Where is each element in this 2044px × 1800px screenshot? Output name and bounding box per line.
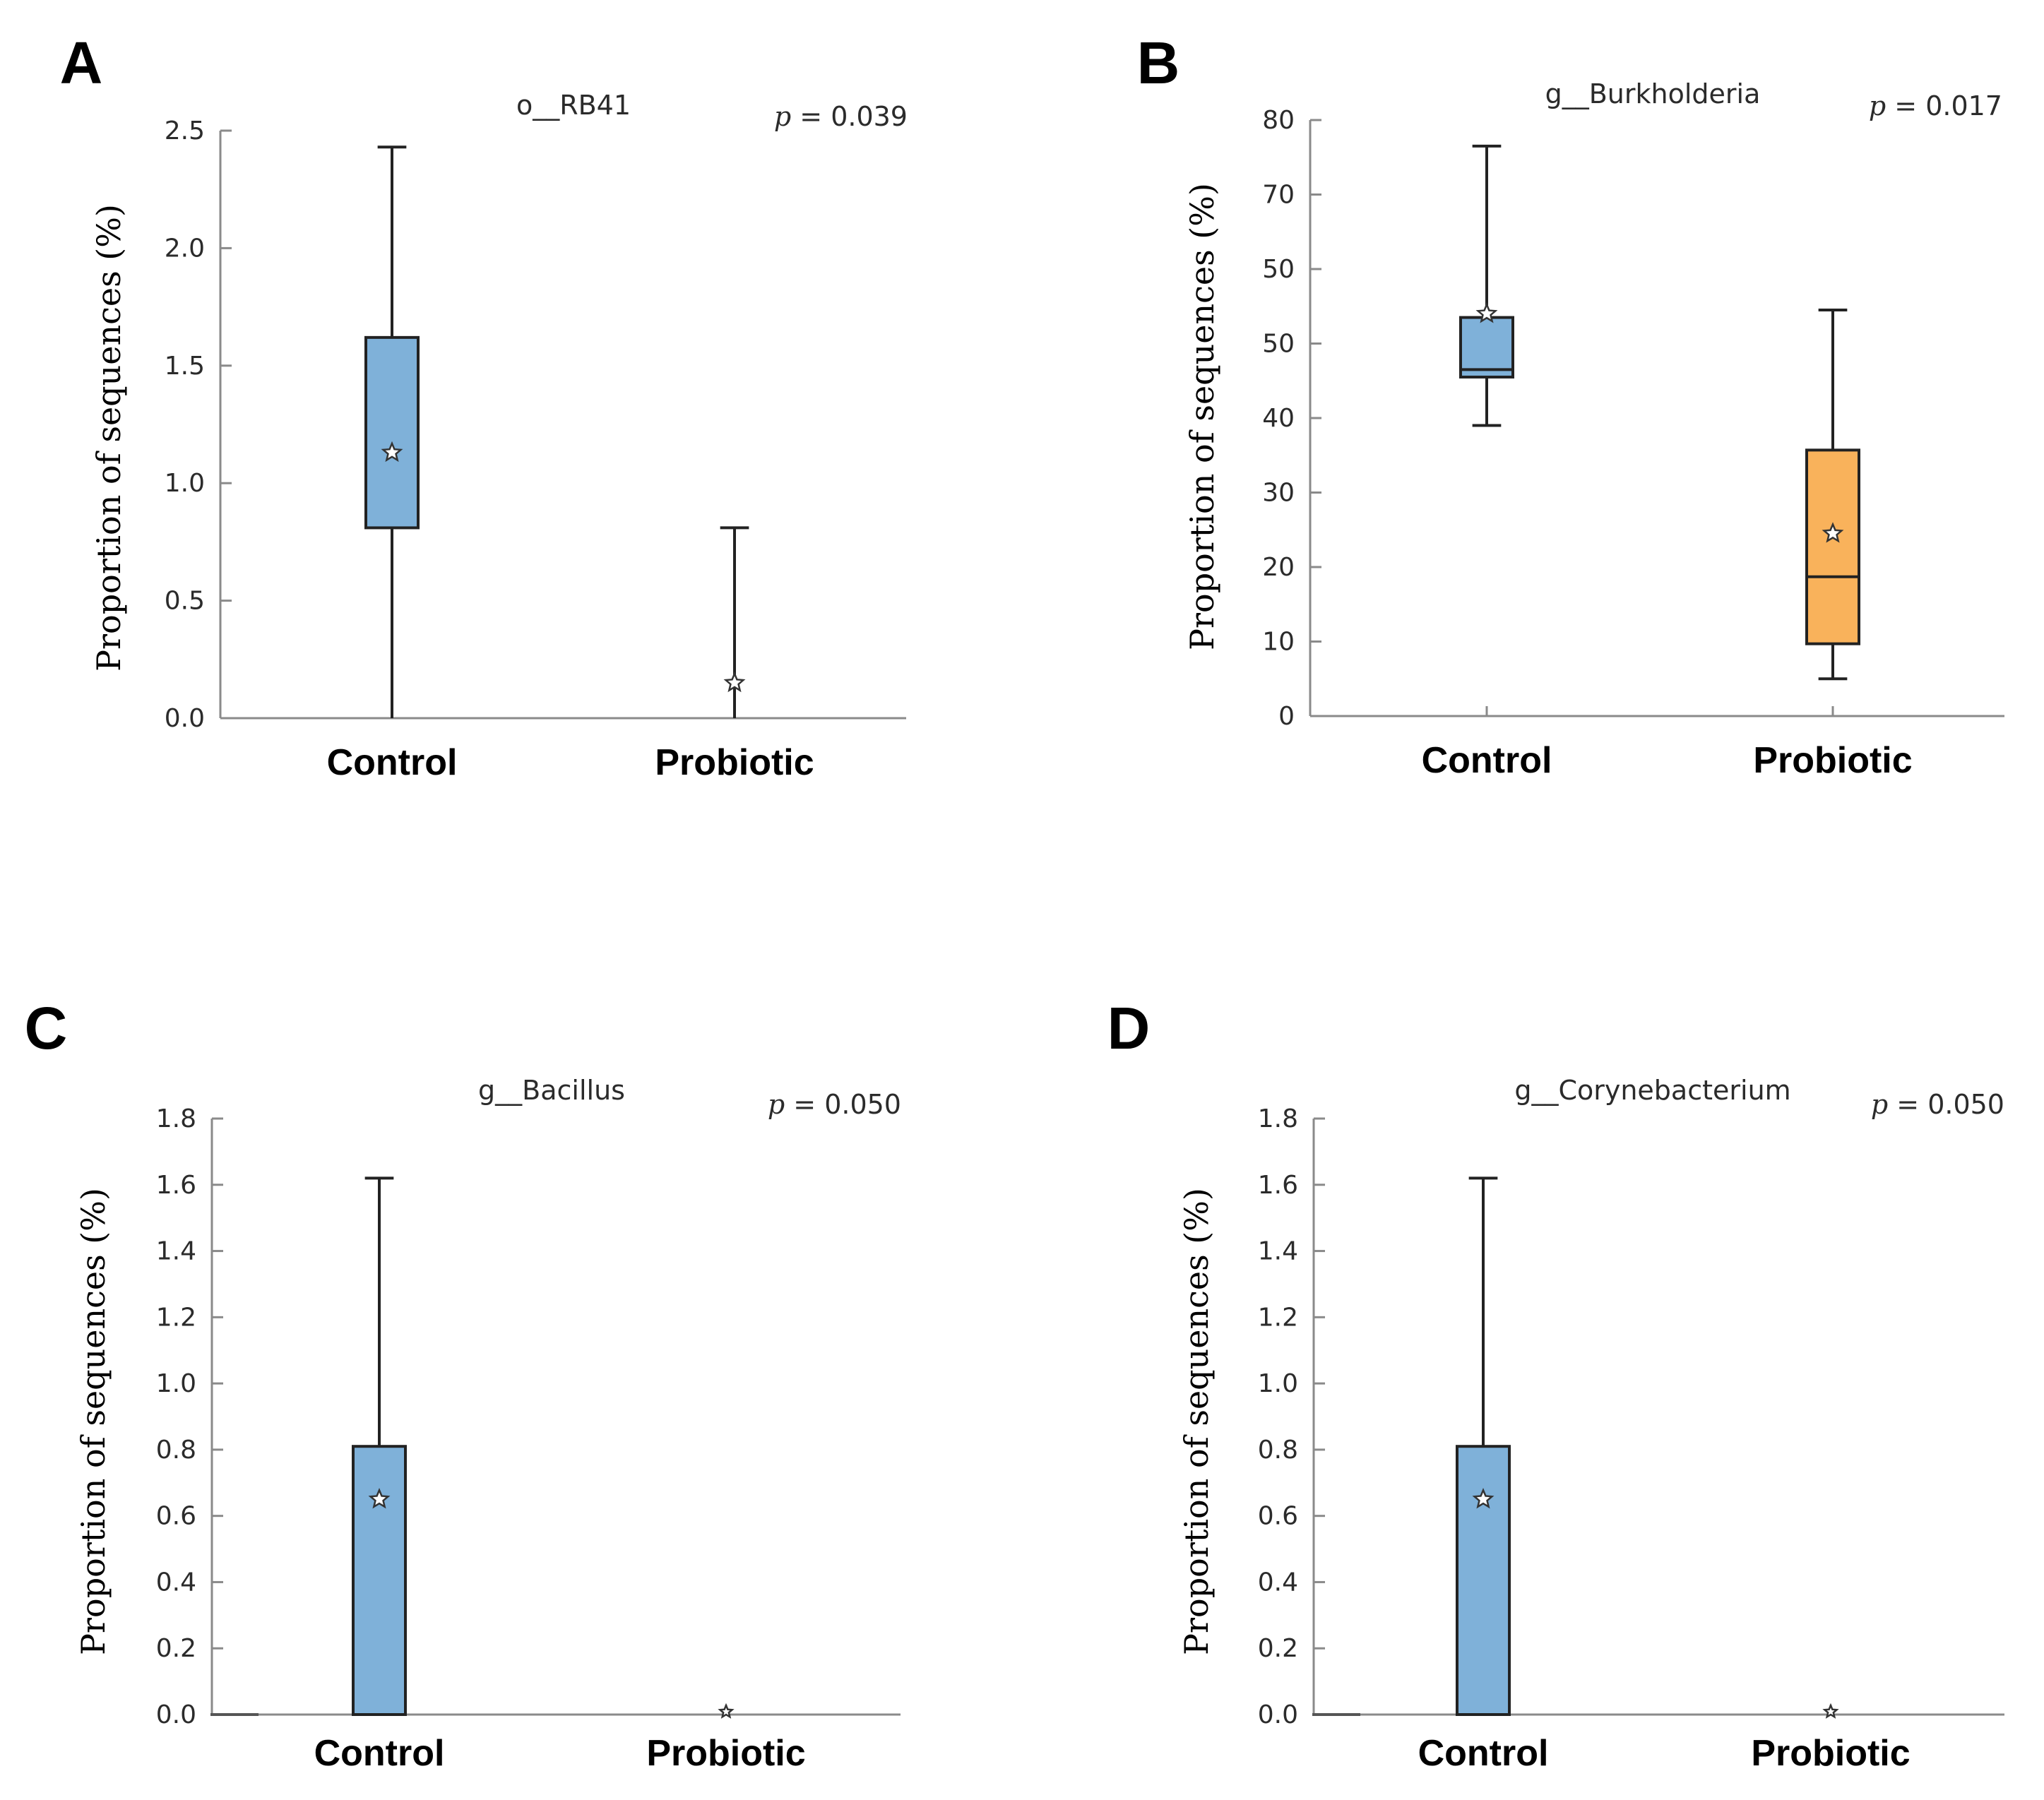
box-iqr (1459, 316, 1514, 379)
chart-title: g__Burkholderia (1545, 78, 1761, 109)
y-tick-label: 0.0 (165, 704, 205, 733)
y-tick-label: 0.4 (156, 1568, 196, 1597)
y-tick-label: 0.4 (1258, 1568, 1298, 1597)
box-control (1459, 144, 1514, 427)
chart-title: g__Bacillus (478, 1075, 625, 1106)
box-iqr (1456, 1445, 1511, 1716)
y-axis-label: Proportion of sequences (%) (90, 204, 128, 672)
p-value: = 0.039 (800, 101, 908, 132)
p-value: = 0.017 (1894, 90, 2002, 121)
mean-marker (718, 1703, 735, 1719)
y-tick-label: 1.2 (156, 1303, 196, 1332)
y-tick-label: 1.0 (156, 1369, 196, 1398)
y-tick-label: 1.8 (1258, 1104, 1298, 1133)
y-tick-label: 20 (1262, 553, 1295, 582)
x-tick-label: Control (1422, 740, 1552, 781)
p-value-label: p = 0.039 (774, 101, 908, 132)
mean-marker (1822, 1703, 1839, 1719)
x-tick-label: Probiotic (646, 1733, 805, 1774)
y-tick-label: 1.5 (165, 352, 205, 381)
y-tick-label: 1.6 (156, 1171, 196, 1200)
y-tick-label: 2.0 (165, 234, 205, 263)
panel-letter-b: B (1137, 30, 1180, 96)
p-value-label: p = 0.050 (1871, 1089, 2004, 1120)
y-tick-label: 50 (1262, 330, 1295, 359)
mean-marker (381, 441, 403, 463)
box-iqr (1805, 448, 1860, 645)
chart-title: g__Corynebacterium (1514, 1075, 1790, 1106)
box-iqr (364, 335, 420, 530)
y-tick-label: 1.6 (1258, 1171, 1298, 1200)
p-value-label: p = 0.017 (1869, 90, 2002, 121)
y-tick-label: 1.2 (1258, 1303, 1298, 1332)
y-tick-label: 70 (1262, 181, 1295, 210)
mean-marker (1475, 302, 1498, 323)
y-tick-label: 50 (1262, 255, 1295, 284)
y-tick-label: 80 (1262, 106, 1295, 135)
x-tick-label: Probiotic (1753, 740, 1912, 781)
y-tick-label: 0.8 (156, 1436, 196, 1465)
y-tick-label: 40 (1262, 404, 1295, 433)
x-tick-label: Control (314, 1733, 445, 1774)
panel-c: Cg__Bacillus p = 0.050 0.0 0.2 0.4 0.6 0.8 1.0 1… (25, 995, 901, 1774)
y-tick-label: 0.0 (156, 1700, 196, 1729)
mean-marker (1472, 1487, 1495, 1509)
panel-letter-d: D (1107, 995, 1151, 1061)
y-tick-label: 1.4 (1258, 1237, 1298, 1266)
y-axis-label: Proportion of sequences (%) (1177, 1188, 1216, 1655)
p-value-label: p = 0.050 (768, 1089, 901, 1120)
box-control (1456, 1176, 1511, 1716)
mean-marker (723, 671, 746, 693)
y-tick-label: 0.6 (1258, 1502, 1298, 1531)
x-tick-label: Probiotic (655, 742, 814, 783)
y-tick-label: 0.6 (156, 1502, 196, 1531)
y-tick-label: 0.2 (156, 1634, 196, 1663)
panel-letter-c: C (25, 995, 68, 1061)
p-symbol: p (1869, 90, 1894, 121)
y-tick-label: 1.0 (165, 469, 205, 498)
p-symbol: p (774, 101, 800, 132)
p-symbol: p (1871, 1089, 1896, 1120)
y-tick-label: 30 (1262, 479, 1295, 508)
y-tick-label: 1.4 (156, 1237, 196, 1266)
panel-a: Ao__RB41 p = 0.039 0.0 0.5 1.0 1.5 2.0 2.5 Contr… (60, 30, 908, 783)
box-probiotic (1822, 1703, 1839, 1719)
box-control (364, 145, 420, 718)
x-tick-label: Control (327, 742, 458, 783)
x-tick-label: Control (1418, 1733, 1549, 1774)
p-value: = 0.050 (793, 1089, 901, 1120)
p-value: = 0.050 (1896, 1089, 2004, 1120)
y-tick-label: 10 (1262, 628, 1295, 657)
box-probiotic (718, 1703, 735, 1719)
mean-marker (1822, 522, 1844, 543)
y-tick-label: 1.8 (156, 1104, 196, 1133)
box-iqr (352, 1445, 407, 1716)
y-tick-label: 2.5 (165, 117, 205, 145)
y-tick-label: 0.2 (1258, 1634, 1298, 1663)
y-tick-label: 0.8 (1258, 1436, 1298, 1465)
y-tick-label: 0.0 (1258, 1700, 1298, 1729)
box-probiotic (720, 526, 749, 718)
box-control (352, 1176, 407, 1716)
x-tick-label: Probiotic (1751, 1733, 1910, 1774)
panel-letter-a: A (60, 30, 103, 96)
mean-marker (368, 1487, 391, 1509)
chart-title: o__RB41 (516, 90, 631, 121)
panel-d: Dg__Corynebacterium p = 0.050 0.0 0.2 0.4 0.6… (1107, 995, 2004, 1774)
y-axis-label: Proportion of sequences (%) (74, 1188, 112, 1655)
p-symbol: p (768, 1089, 793, 1120)
y-tick-label: 1.0 (1258, 1369, 1298, 1398)
box-probiotic (1805, 309, 1860, 681)
y-tick-label: 0.5 (165, 587, 205, 616)
y-axis-label: Proportion of sequences (%) (1183, 183, 1221, 650)
y-tick-label: 0 (1278, 702, 1295, 731)
